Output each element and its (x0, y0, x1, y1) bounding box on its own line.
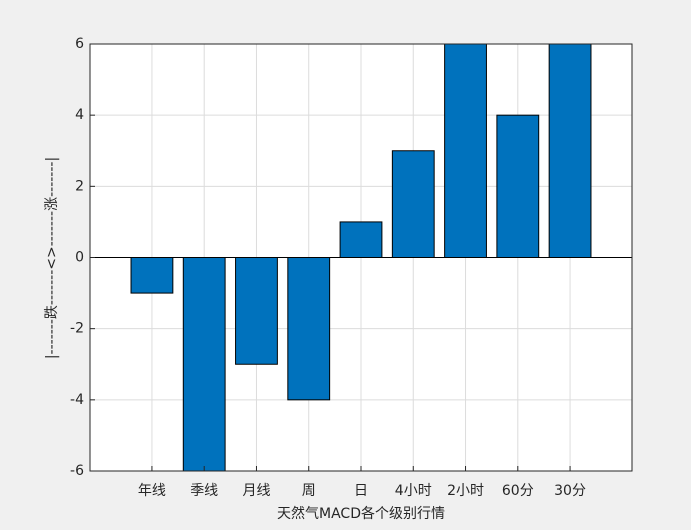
bar (235, 257, 278, 365)
y-axis-label: |-------跌-------<>-------涨-------| (44, 157, 60, 359)
bar (548, 43, 592, 258)
y-tick-label: 6 (75, 36, 84, 52)
x-tick-label: 日 (354, 483, 368, 499)
bar (391, 150, 435, 258)
bar (496, 114, 540, 258)
bar (130, 257, 174, 294)
bar (287, 257, 331, 401)
x-axis-label: 天然气MACD各个级别行情 (277, 505, 445, 522)
bar (182, 257, 226, 472)
x-tick-label: 周 (302, 483, 316, 499)
x-tick-label: 月线 (242, 483, 270, 499)
x-tick-label: 60分 (502, 483, 534, 499)
y-tick-label: -6 (70, 463, 84, 479)
y-tick-label: 2 (75, 178, 84, 194)
bar (444, 43, 487, 258)
y-tick-label: 4 (75, 107, 84, 123)
x-tick-label: 年线 (138, 483, 166, 499)
x-tick-label: 2小时 (447, 483, 484, 499)
y-tick-label: 0 (75, 250, 84, 266)
y-tick-label: -2 (70, 321, 84, 337)
x-tick-label: 4小时 (395, 483, 432, 499)
bar (339, 221, 383, 259)
x-tick-label: 季线 (190, 483, 218, 499)
x-tick-label: 30分 (554, 483, 586, 499)
y-tick-label: -4 (70, 392, 84, 408)
